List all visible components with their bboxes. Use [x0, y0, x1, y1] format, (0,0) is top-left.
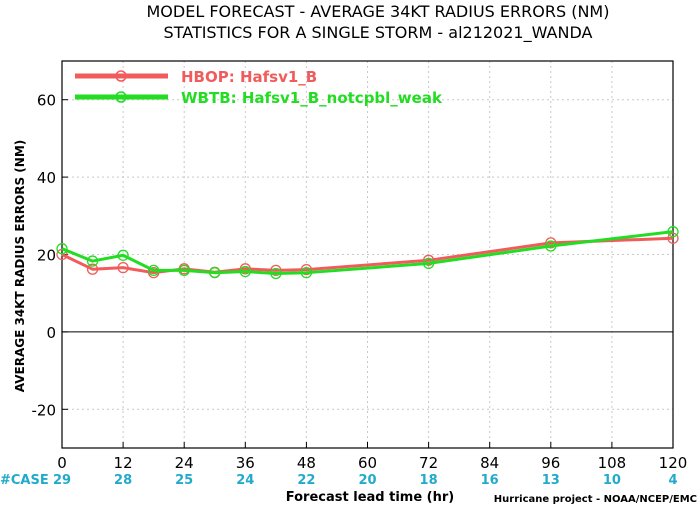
series-2-point	[270, 267, 282, 280]
case-count: 22	[297, 473, 315, 488]
legend-label-2: WBTB: Hafsv1_B_notcpbl_weak	[181, 89, 443, 107]
case-label: #CASE	[0, 473, 49, 488]
y-tick-label: 20	[37, 247, 56, 265]
series-2-point	[545, 240, 557, 252]
case-count: 16	[481, 473, 499, 488]
series-1-point	[270, 264, 282, 277]
series-2-point	[56, 243, 68, 255]
series-1-point	[239, 263, 251, 275]
series-2-point	[178, 264, 190, 277]
y-axis-label: AVERAGE 34KT RADIUS ERRORS (NM)	[13, 140, 27, 392]
chart-title: MODEL FORECAST - AVERAGE 34KT RADIUS ERR…	[147, 2, 610, 21]
series-1-point	[545, 237, 557, 249]
legend-label-1: HBOP: Hafsv1_B	[181, 68, 317, 86]
legend-marker-1	[115, 70, 127, 82]
chart-subtitle: STATISTICS FOR A SINGLE STORM - al212021…	[164, 23, 593, 43]
case-count: 24	[236, 473, 254, 488]
x-axis-label: Forecast lead time (hr)	[286, 490, 454, 505]
series-2-point	[667, 226, 679, 238]
series-2-point	[117, 249, 129, 261]
y-tick-label: 0	[46, 324, 56, 342]
series-1-point	[300, 263, 313, 276]
credit-text: Hurricane project - NOAA/NCEP/EMC	[494, 494, 697, 505]
x-tick-label: 120	[659, 454, 688, 472]
series-2-point	[239, 265, 251, 278]
case-count: 25	[175, 473, 193, 488]
x-tick-label: 0	[57, 454, 67, 472]
legend-marker-2	[115, 91, 127, 103]
x-tick-label: 60	[358, 454, 377, 472]
series-2-point	[422, 257, 435, 270]
series-2-point	[147, 264, 160, 277]
case-count: 28	[114, 473, 132, 488]
case-count: 18	[420, 473, 438, 488]
x-tick-label: 36	[236, 454, 255, 472]
series-2-point	[300, 267, 313, 279]
series-1-point	[422, 254, 435, 266]
x-tick-label: 72	[419, 454, 438, 472]
x-tick-label: 48	[297, 454, 316, 472]
series-2-point	[209, 267, 221, 279]
y-tick-label: 60	[37, 92, 56, 110]
x-tick-label: 24	[175, 454, 194, 472]
case-count: 4	[668, 473, 677, 488]
x-tick-label: 12	[114, 454, 133, 472]
y-tick-label: -20	[32, 401, 57, 419]
x-tick-label: 96	[541, 454, 560, 472]
series-1-point	[117, 262, 129, 274]
case-count: 10	[603, 473, 621, 488]
x-tick-label: 108	[598, 454, 627, 472]
case-count: 20	[358, 473, 376, 488]
series-2-point	[86, 255, 99, 267]
x-tick-label: 84	[480, 454, 499, 472]
series-1-point	[86, 263, 99, 275]
series-1-point	[667, 232, 679, 244]
y-tick-label: 40	[37, 169, 56, 187]
case-count: 13	[542, 473, 560, 488]
case-count: 29	[53, 473, 71, 488]
